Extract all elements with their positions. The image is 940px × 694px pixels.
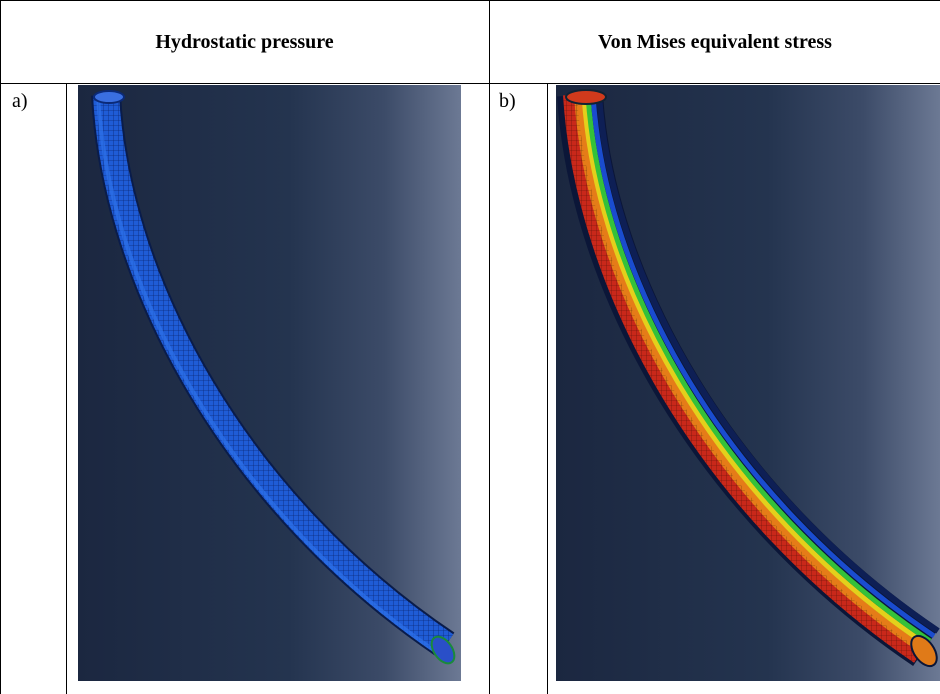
panel-a-image [78,85,461,681]
header-von-mises-stress: Von Mises equivalent stress [598,30,832,53]
pipe-stress-contour-render [556,85,940,681]
table-header-divider [0,83,940,84]
pipe-b-bottom-opening [910,634,938,668]
stress-band-dark [596,94,940,634]
table-label-divider-b [547,84,548,694]
panel-label-a: a) [12,90,28,112]
table-border-left [0,0,1,694]
stress-band-blue [590,94,936,639]
pipe-a-top-opening [93,90,125,104]
stress-band-green [585,94,932,644]
header-hydrostatic-pressure: Hydrostatic pressure [155,30,334,53]
table-border-top [0,0,940,1]
panel-b-image [556,85,940,681]
pipe-b-mesh-overlay [563,94,922,663]
stress-band-yellow [581,94,929,648]
table-label-divider-a [66,84,67,694]
table-column-divider [489,0,490,694]
panel-label-b: b) [499,90,516,112]
pipe-a-highlight [96,94,440,655]
pipe-a-body [93,94,454,656]
pipe-b-top-opening [565,89,607,105]
pipe-mesh-blue-render [78,85,461,681]
stress-band-orange [574,94,926,654]
pipe-a-bottom-opening [430,635,456,665]
panel-a-background [78,85,461,681]
